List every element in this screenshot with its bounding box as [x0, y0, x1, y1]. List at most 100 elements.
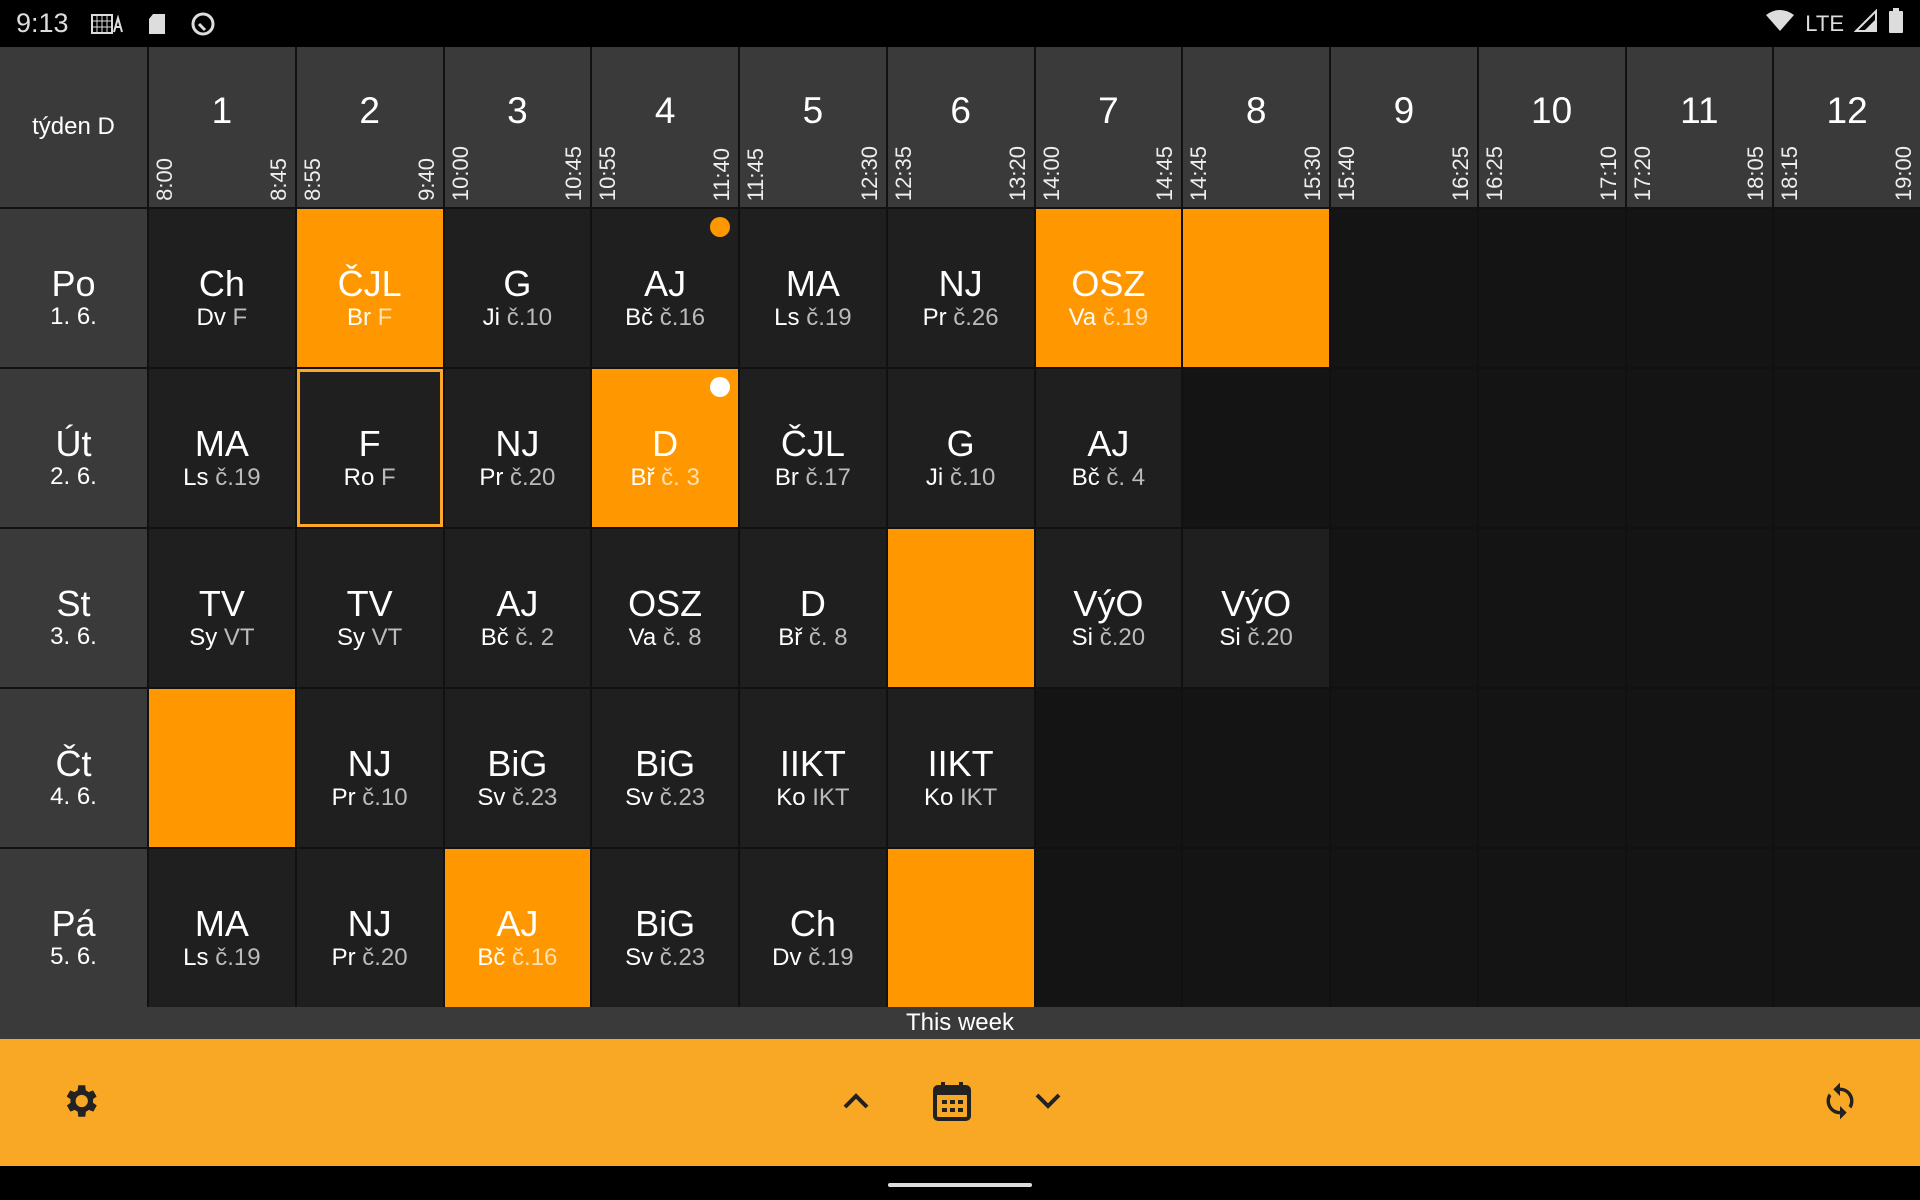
lesson-cell[interactable]: ČJL Br F: [296, 209, 443, 367]
lesson-cell[interactable]: TV Sy VT: [149, 529, 295, 687]
lesson-cell[interactable]: VýO Si č.20: [1183, 529, 1329, 687]
lesson-teacher: Br: [346, 304, 371, 331]
lesson-teacher: Ko: [923, 784, 954, 811]
lesson-cell[interactable]: OSZ Va č.19: [1035, 209, 1182, 367]
previous-week-button[interactable]: [830, 1077, 882, 1129]
lesson-info: Bř č. 8: [778, 624, 847, 652]
empty-slot: [1774, 209, 1920, 367]
lesson-cell[interactable]: TV Sy VT: [296, 529, 443, 687]
lesson-cell[interactable]: AJ Bč č. 4: [1035, 369, 1182, 527]
lesson-room: č.20: [1099, 624, 1146, 651]
period-end-time: 18:05: [1743, 145, 1769, 201]
period-end-time: 9:40: [413, 158, 439, 201]
lesson-cell[interactable]: IIKT Ko IKT: [740, 689, 886, 847]
cancelled-slot[interactable]: [887, 529, 1034, 687]
lesson-cell[interactable]: NJ Pr č.20: [444, 369, 591, 527]
refresh-button[interactable]: [1814, 1077, 1866, 1129]
lesson-cell[interactable]: VýO Si č.20: [1035, 529, 1182, 687]
lesson-room: IKT: [959, 784, 998, 811]
lesson-subject: OSZ: [1071, 263, 1146, 304]
lesson-cell[interactable]: MA Ls č.19: [740, 209, 886, 367]
lesson-cell[interactable]: D Bř č. 3: [592, 369, 738, 527]
lesson-info: Pr č.10: [332, 784, 408, 812]
period-end-time: 12:30: [856, 145, 882, 201]
sd-card-icon: [147, 12, 167, 36]
lesson-cell[interactable]: IIKT Ko IKT: [887, 689, 1034, 847]
lesson-subject: G: [946, 423, 975, 464]
lesson-info: Ls č.19: [183, 944, 260, 972]
lesson-cell[interactable]: Ch Dv č.19: [740, 849, 886, 1007]
empty-slot: [1183, 689, 1329, 847]
next-week-button[interactable]: [1022, 1077, 1074, 1129]
day-name: Út: [55, 423, 92, 464]
lesson-cell[interactable]: G Ji č.10: [887, 369, 1034, 527]
lesson-cell[interactable]: Ch Dv F: [149, 209, 295, 367]
lesson-info: Pr č.20: [479, 464, 555, 492]
cancelled-slot[interactable]: [887, 849, 1034, 1007]
lesson-cell[interactable]: OSZ Va č. 8: [592, 529, 738, 687]
period-number: 3: [507, 90, 528, 131]
week-indicator: This week: [0, 1007, 1920, 1039]
lesson-cell[interactable]: G Ji č.10: [444, 209, 591, 367]
lesson-info: Ls č.19: [183, 464, 260, 492]
lesson-cell[interactable]: NJ Pr č.10: [296, 689, 443, 847]
lesson-cell[interactable]: AJ Bč č.16: [444, 849, 591, 1007]
lesson-info: Sv č.23: [625, 784, 705, 812]
lesson-teacher: Bč: [1071, 464, 1100, 491]
calendar-icon: [932, 1080, 972, 1127]
lesson-room: č.26: [953, 304, 999, 331]
period-start-time: 17:20: [1629, 145, 1655, 201]
empty-slot: [1478, 529, 1625, 687]
lesson-teacher: Va: [628, 624, 657, 651]
day-header: Čt 4. 6.: [0, 689, 147, 847]
week-label[interactable]: týden D: [0, 47, 147, 207]
lesson-info: Dv č.19: [772, 944, 853, 972]
lesson-cell[interactable]: AJ Bč č. 2: [444, 529, 591, 687]
period-header: 8 14:45 15:30: [1183, 47, 1329, 207]
empty-slot: [1626, 209, 1773, 367]
lesson-cell[interactable]: MA Ls č.19: [149, 369, 295, 527]
period-start-time: 18:15: [1777, 145, 1803, 201]
calendar-button[interactable]: [926, 1077, 978, 1129]
lesson-cell[interactable]: BiG Sv č.23: [592, 689, 738, 847]
home-gesture-handle[interactable]: [888, 1183, 1032, 1187]
lesson-info: Ro F: [344, 464, 396, 492]
period-number: 9: [1393, 90, 1415, 131]
lesson-teacher: Sy: [189, 624, 218, 651]
day-header: Pá 5. 6.: [0, 849, 147, 1007]
lesson-info: Va č.19: [1069, 304, 1149, 332]
period-start-time: 8:55: [299, 158, 325, 201]
cancelled-slot[interactable]: [149, 689, 295, 847]
period-number: 8: [1245, 90, 1267, 131]
navigation-bar: [0, 1166, 1920, 1200]
lesson-room: č.10: [362, 784, 408, 811]
lesson-cell[interactable]: MA Ls č.19: [149, 849, 295, 1007]
lesson-info: Sv č.23: [477, 784, 557, 812]
day-header: St 3. 6.: [0, 529, 147, 687]
lesson-teacher: Si: [1071, 624, 1094, 651]
lesson-subject: TV: [198, 583, 245, 624]
empty-slot: [1478, 689, 1625, 847]
day-name: Po: [51, 263, 96, 304]
lesson-info: Va č. 8: [629, 624, 702, 652]
data-saver-icon: [189, 10, 217, 38]
lesson-subject: ČJL: [780, 423, 845, 464]
lesson-cell[interactable]: NJ Pr č.26: [887, 209, 1034, 367]
cancelled-slot[interactable]: [1183, 209, 1329, 367]
lesson-cell[interactable]: BiG Sv č.23: [592, 849, 738, 1007]
lesson-room: č.16: [512, 944, 558, 971]
empty-slot: [1331, 849, 1477, 1007]
period-number: 4: [654, 90, 676, 131]
lesson-cell[interactable]: F Ro F: [296, 369, 443, 527]
lesson-teacher: Pr: [331, 944, 356, 971]
lesson-cell[interactable]: ČJL Br č.17: [740, 369, 886, 527]
lesson-info: Bč č. 4: [1072, 464, 1145, 492]
settings-button[interactable]: [54, 1077, 106, 1129]
lesson-cell[interactable]: BiG Sv č.23: [444, 689, 591, 847]
lesson-subject: VýO: [1221, 583, 1292, 624]
lesson-teacher: Bč: [480, 624, 509, 651]
lesson-cell[interactable]: NJ Pr č.20: [296, 849, 443, 1007]
lesson-info: Si č.20: [1219, 624, 1292, 652]
lesson-cell[interactable]: AJ Bč č.16: [592, 209, 738, 367]
lesson-cell[interactable]: D Bř č. 8: [740, 529, 886, 687]
